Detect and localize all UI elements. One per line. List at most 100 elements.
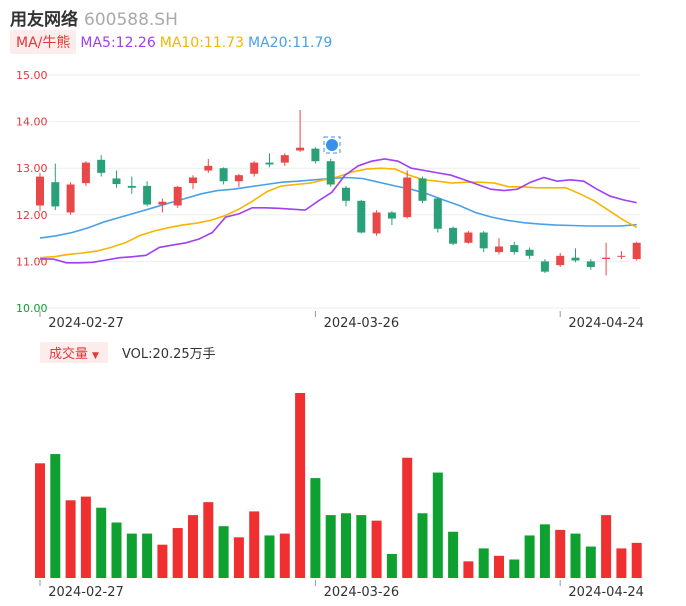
candle-body <box>357 200 366 233</box>
price-tick-label: 11.00 <box>16 255 48 268</box>
price-grid <box>32 74 640 309</box>
candle-body <box>143 185 152 205</box>
volume-bar <box>494 555 504 578</box>
volume-bar <box>509 559 520 578</box>
ma10-line <box>39 167 638 259</box>
volume-toggle-button[interactable]: 成交量 ▼ <box>40 342 108 363</box>
volume-bar <box>555 529 566 578</box>
volume-bar <box>203 502 214 578</box>
candle-body <box>479 232 488 249</box>
volume-bar <box>142 533 153 578</box>
ma5-label: MA5:12.26 <box>80 35 156 51</box>
event-marker[interactable] <box>323 136 341 154</box>
candle-body <box>617 255 626 257</box>
candle-body <box>51 182 60 207</box>
vol-date-tick-label: 2024-02-27 <box>48 585 124 600</box>
candle-body <box>342 187 350 201</box>
ma5-line <box>40 158 637 264</box>
price-tick-label: 10.00 <box>16 302 48 315</box>
volume-bar <box>432 472 443 578</box>
candle-body <box>189 177 197 184</box>
candle-body <box>265 162 274 165</box>
stock-code: 600588.SH <box>84 10 178 30</box>
candle-body <box>418 178 427 201</box>
volume-bar <box>218 526 229 578</box>
ma-lines <box>39 158 638 264</box>
date-tick-label: 2024-03-26 <box>324 316 400 331</box>
volume-bar <box>463 561 474 578</box>
candle-body <box>66 184 75 213</box>
volume-bar <box>325 515 336 578</box>
marker-dot-icon <box>326 139 338 151</box>
candle-body <box>632 242 641 260</box>
candle-body <box>219 168 228 182</box>
candle-body <box>495 246 503 253</box>
price-date-axis: 2024-02-27 2024-03-26 2024-04-24 <box>39 311 644 331</box>
volume-bar <box>111 522 122 578</box>
candles[interactable] <box>36 109 641 276</box>
candle-body <box>556 255 565 266</box>
date-tick-label: 2024-04-24 <box>568 316 644 331</box>
candle-body <box>158 201 167 205</box>
candle-body <box>464 232 473 243</box>
ma-toggle-button[interactable]: MA/牛熊 <box>10 30 77 54</box>
volume-bar <box>524 535 535 578</box>
volume-bar <box>264 535 275 578</box>
volume-bar <box>386 553 397 578</box>
volume-toggle-label: 成交量 <box>49 347 89 362</box>
volume-bar <box>279 533 290 578</box>
candle-body <box>602 257 611 260</box>
candle-body <box>433 198 442 229</box>
volume-value: VOL:20.25万手 <box>121 347 216 362</box>
candle-body <box>250 162 259 174</box>
candle-body <box>36 176 44 206</box>
price-tick-label: 12.00 <box>16 209 48 222</box>
volume-bar <box>601 515 612 578</box>
candle-body <box>586 261 595 267</box>
volume-bar <box>96 507 107 578</box>
volume-bar <box>249 511 260 578</box>
candle-body <box>510 245 519 253</box>
volume-bar <box>295 393 306 578</box>
volume-bar <box>80 496 91 578</box>
vol-date-tick-label: 2024-03-26 <box>324 585 400 600</box>
volume-bar <box>233 537 244 578</box>
candle-body <box>571 257 580 261</box>
volume-bar <box>570 533 581 578</box>
volume-bar <box>417 513 428 578</box>
candle-body <box>112 178 121 185</box>
price-tick-label: 13.00 <box>16 162 48 175</box>
candle-body <box>173 186 182 206</box>
candle-body <box>403 177 412 218</box>
candle-body <box>311 148 320 162</box>
volume-bar <box>585 546 596 578</box>
ma20-line <box>39 176 637 239</box>
volume-bars[interactable] <box>35 393 642 578</box>
candle-body <box>97 159 106 173</box>
candle-body <box>326 161 335 185</box>
candle-body <box>387 212 396 219</box>
candle-body <box>540 261 549 272</box>
volume-bar <box>188 515 198 578</box>
volume-bar <box>631 542 642 578</box>
date-tick-label: 2024-02-27 <box>48 316 124 331</box>
candle-body <box>280 155 289 163</box>
vol-date-tick-label: 2024-04-24 <box>568 585 644 600</box>
price-tick-label: 15.00 <box>16 69 48 82</box>
volume-bar <box>341 513 351 578</box>
volume-bar <box>371 520 382 578</box>
candle-body <box>81 162 90 184</box>
volume-bar <box>157 544 168 578</box>
price-tick-label: 14.00 <box>16 116 48 129</box>
candle-body <box>372 212 381 234</box>
chevron-down-icon: ▼ <box>92 351 99 361</box>
volume-bar <box>65 500 76 578</box>
candle-body <box>204 165 213 171</box>
candle-body <box>127 185 136 188</box>
volume-bar <box>310 478 321 578</box>
volume-date-axis: 2024-02-27 2024-03-26 2024-04-24 <box>39 580 644 600</box>
candle-body <box>296 147 305 151</box>
candle-body <box>525 249 534 256</box>
volume-bar <box>356 515 367 578</box>
